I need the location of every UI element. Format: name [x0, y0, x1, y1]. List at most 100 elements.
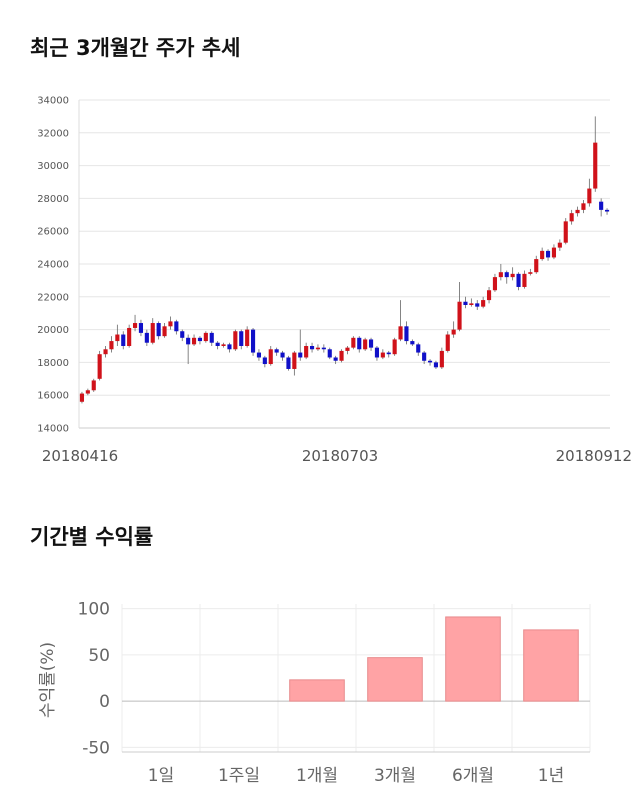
price-trend-title: 최근 3개월간 주가 추세	[30, 36, 241, 60]
y-tick-label: 50	[88, 646, 110, 666]
candle-body	[351, 337, 356, 348]
candle-body	[79, 393, 85, 402]
candle-body	[97, 354, 102, 379]
candle-body	[215, 342, 220, 346]
candle-body	[357, 337, 362, 350]
candle-body	[380, 352, 385, 358]
candle-body	[599, 201, 604, 210]
candle-body	[339, 350, 344, 361]
candle-body	[374, 347, 380, 358]
candle-body	[162, 326, 167, 337]
return-bar	[367, 657, 423, 702]
candle-body	[250, 329, 256, 353]
candle-body	[463, 301, 468, 305]
candle-body	[545, 250, 551, 258]
candle-body	[534, 259, 539, 273]
candle-body	[298, 352, 303, 358]
candle-body	[522, 273, 527, 287]
y-tick-label: 0	[99, 692, 110, 712]
candle-body	[581, 203, 586, 210]
candle-body	[345, 347, 350, 351]
category-label: 3개월	[374, 766, 416, 786]
candle-body	[416, 344, 421, 353]
candle-body	[540, 250, 545, 260]
candle-body	[516, 273, 521, 287]
candle-body	[115, 334, 120, 342]
candle-body	[138, 323, 144, 333]
candle-body	[156, 323, 161, 337]
y-tick-label: 34000	[37, 96, 69, 107]
candle-body	[239, 331, 244, 346]
candle-body	[587, 188, 592, 204]
y-tick-label: -50	[82, 738, 110, 758]
candle-body	[457, 301, 462, 330]
candle-body	[180, 331, 185, 338]
candle-body	[121, 334, 126, 346]
candle-body	[245, 329, 250, 346]
category-label: 1주일	[218, 766, 260, 786]
category-label: 1년	[538, 766, 564, 786]
candle-body	[174, 321, 179, 332]
candle-body	[363, 339, 368, 350]
candle-body	[127, 327, 132, 346]
y-tick-label: 100	[78, 600, 110, 620]
candle-body	[274, 349, 279, 353]
y-tick-label: 32000	[37, 128, 69, 139]
candle-body	[427, 360, 433, 363]
y-tick-label: 30000	[37, 161, 69, 172]
candle-body	[227, 344, 232, 350]
candle-body	[256, 352, 262, 358]
x-tick-label: 20180703	[302, 447, 378, 465]
candle-body	[392, 339, 397, 355]
candle-body	[304, 346, 309, 358]
y-tick-label: 20000	[37, 325, 69, 336]
period-return-title: 기간별 수익률	[30, 525, 154, 549]
candle-body	[386, 352, 391, 355]
candle-body	[197, 337, 203, 342]
candle-body	[486, 290, 492, 301]
candle-body	[168, 321, 173, 327]
x-tick-label: 20180912	[556, 447, 632, 465]
candle-body	[593, 142, 598, 189]
candle-body	[551, 247, 557, 258]
candle-body	[327, 349, 332, 358]
candle-body	[209, 332, 214, 343]
return-bar	[289, 679, 345, 702]
candle-body	[286, 357, 291, 369]
category-label: 1일	[148, 766, 174, 786]
candle-body	[262, 357, 267, 365]
y-tick-label: 24000	[37, 260, 69, 271]
y-tick-label: 16000	[37, 391, 69, 402]
y-tick-label: 26000	[37, 227, 69, 238]
candle-body	[510, 273, 515, 278]
candle-body	[451, 329, 456, 335]
candle-body	[569, 213, 574, 222]
candle-body	[404, 326, 409, 342]
y-tick-label: 18000	[37, 358, 69, 369]
candle-body	[150, 323, 155, 343]
candle-body	[492, 277, 498, 291]
category-label: 6개월	[452, 766, 494, 786]
candle-body	[481, 300, 486, 307]
y-tick-label: 28000	[37, 194, 69, 205]
return-bar	[523, 629, 579, 702]
candle-body	[410, 341, 415, 345]
candle-body	[132, 323, 138, 328]
candle-body	[315, 347, 321, 350]
candle-body	[186, 337, 191, 345]
candle-body	[433, 362, 439, 368]
candle-body	[498, 272, 503, 278]
candle-body	[604, 209, 610, 212]
candle-body	[422, 352, 427, 361]
candle-body	[203, 332, 208, 342]
candle-body	[85, 390, 90, 394]
candle-body	[233, 331, 238, 350]
candle-body	[144, 332, 149, 343]
candle-body	[321, 347, 326, 350]
category-label: 1개월	[296, 766, 338, 786]
candle-body	[109, 341, 114, 350]
y-tick-label: 22000	[37, 292, 69, 303]
candle-body	[475, 303, 480, 307]
x-tick-label: 20180416	[42, 447, 118, 465]
